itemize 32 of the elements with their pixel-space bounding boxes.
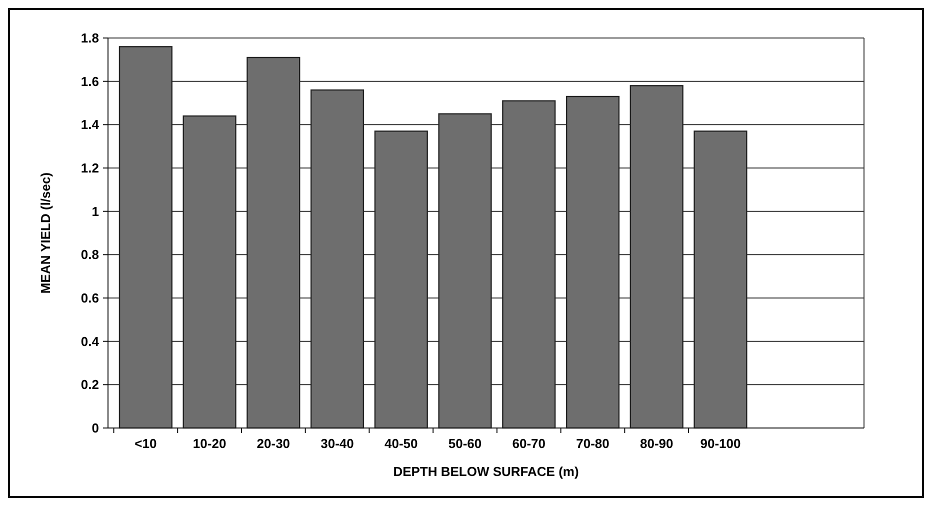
y-tick-label: 0.6	[80, 290, 99, 306]
bar	[630, 85, 684, 429]
x-tick-label: 20-30	[256, 436, 290, 451]
y-tick-label: 1.6	[80, 74, 99, 89]
x-tick-label: 70-80	[576, 436, 610, 451]
x-tick-label: 10-20	[192, 436, 226, 451]
y-tick-label: 1.4	[80, 117, 100, 132]
x-tick-label: 80-90	[640, 436, 674, 451]
bar	[502, 100, 556, 429]
y-tick-label: 0.2	[80, 377, 99, 392]
bar	[182, 115, 236, 429]
y-tick-label: 1	[92, 204, 99, 219]
bar	[246, 56, 300, 429]
x-tick-label: 30-40	[320, 436, 354, 451]
y-tick-label: 0.4	[80, 334, 100, 349]
x-tick-label: 90-100	[700, 436, 741, 451]
bar	[694, 130, 748, 429]
bar	[310, 89, 364, 429]
x-tick-label: 50-60	[448, 436, 482, 451]
y-axis-title: MEAN YIELD (l/sec)	[38, 172, 53, 294]
bar	[374, 130, 428, 429]
y-tick-label: 0	[92, 420, 99, 436]
x-tick-label: <10	[134, 436, 157, 451]
bar	[438, 113, 492, 429]
x-tick-label: 60-70	[512, 436, 546, 451]
y-tick-label: 1.2	[80, 160, 99, 176]
y-tick-label: 0.8	[80, 247, 99, 262]
bar	[118, 46, 172, 429]
x-axis-title: DEPTH BELOW SURFACE (m)	[393, 464, 579, 479]
x-tick-label: 40-50	[384, 436, 418, 451]
bar	[566, 96, 620, 429]
y-tick-label: 1.8	[80, 30, 99, 46]
